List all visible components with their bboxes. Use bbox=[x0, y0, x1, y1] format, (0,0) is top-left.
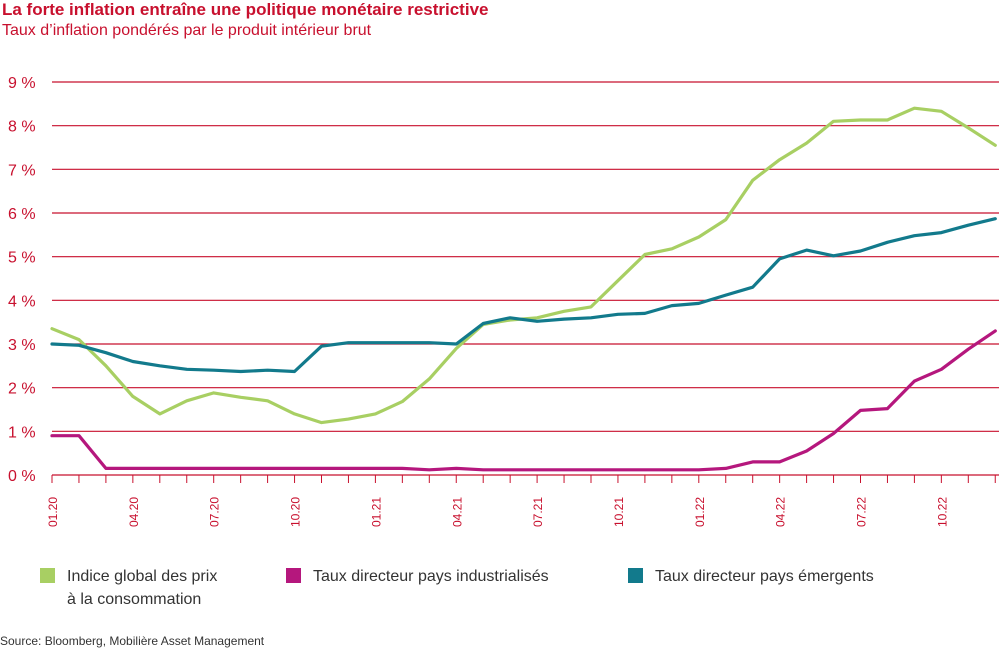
x-tick-label: 01.20 bbox=[46, 497, 60, 527]
legend-swatch-industrial bbox=[286, 568, 301, 583]
series-line-1 bbox=[50, 329, 997, 472]
chart-subtitle: Taux d’inflation pondérés par le produit… bbox=[2, 22, 372, 39]
y-tick-label: 7 % bbox=[8, 162, 36, 179]
y-tick-label: 3 % bbox=[8, 337, 36, 354]
legend-swatch-cpi bbox=[40, 568, 55, 583]
x-tick-label: 07.22 bbox=[855, 497, 869, 527]
y-tick-label: 2 % bbox=[8, 381, 36, 398]
y-tick-label: 8 % bbox=[8, 119, 36, 136]
legend-label-cpi-line2: à la consommation bbox=[67, 591, 202, 608]
chart-title: La forte inflation entraîne une politiqu… bbox=[2, 0, 489, 19]
x-tick-label: 01.21 bbox=[369, 497, 383, 527]
series-line-0 bbox=[50, 106, 997, 425]
y-tick-label: 0 % bbox=[8, 468, 36, 485]
y-tick-label: 4 % bbox=[8, 293, 36, 310]
source-note: Source: Bloomberg, Mobilière Asset Manag… bbox=[0, 634, 265, 648]
x-tick-label: 01.22 bbox=[693, 497, 707, 527]
y-tick-label: 9 % bbox=[8, 75, 36, 92]
x-tick-label: 04.20 bbox=[127, 497, 141, 527]
y-tick-label: 5 % bbox=[8, 250, 36, 267]
x-tick-label: 04.22 bbox=[774, 497, 788, 527]
legend-label-industrial: Taux directeur pays industrialisés bbox=[313, 568, 549, 585]
x-tick-label: 10.20 bbox=[289, 497, 303, 527]
x-tick-label: 04.21 bbox=[450, 497, 464, 527]
x-tick-label: 07.21 bbox=[531, 497, 545, 527]
legend-item-cpi: Indice global des prix à la consommation bbox=[40, 565, 217, 611]
legend-label-cpi-line1: Indice global des prix bbox=[67, 568, 218, 585]
x-tick-label: 10.22 bbox=[935, 497, 949, 527]
legend-item-industrial: Taux directeur pays industrialisés bbox=[286, 565, 549, 588]
legend-swatch-emerging bbox=[628, 568, 643, 583]
x-tick-label: 07.20 bbox=[208, 497, 222, 527]
line-chart: 0 % 1 % 2 % 3 % 4 % 5 % 6 % 7 % 8 % 9 % 01.20 04.20… bbox=[8, 75, 999, 527]
legend-item-emerging: Taux directeur pays émergents bbox=[628, 565, 874, 588]
series-line-2 bbox=[50, 217, 997, 374]
y-tick-label: 6 % bbox=[8, 206, 36, 223]
x-tick-label: 10.21 bbox=[612, 497, 626, 527]
legend-label-emerging: Taux directeur pays émergents bbox=[655, 568, 874, 585]
y-tick-label: 1 % bbox=[8, 424, 36, 441]
